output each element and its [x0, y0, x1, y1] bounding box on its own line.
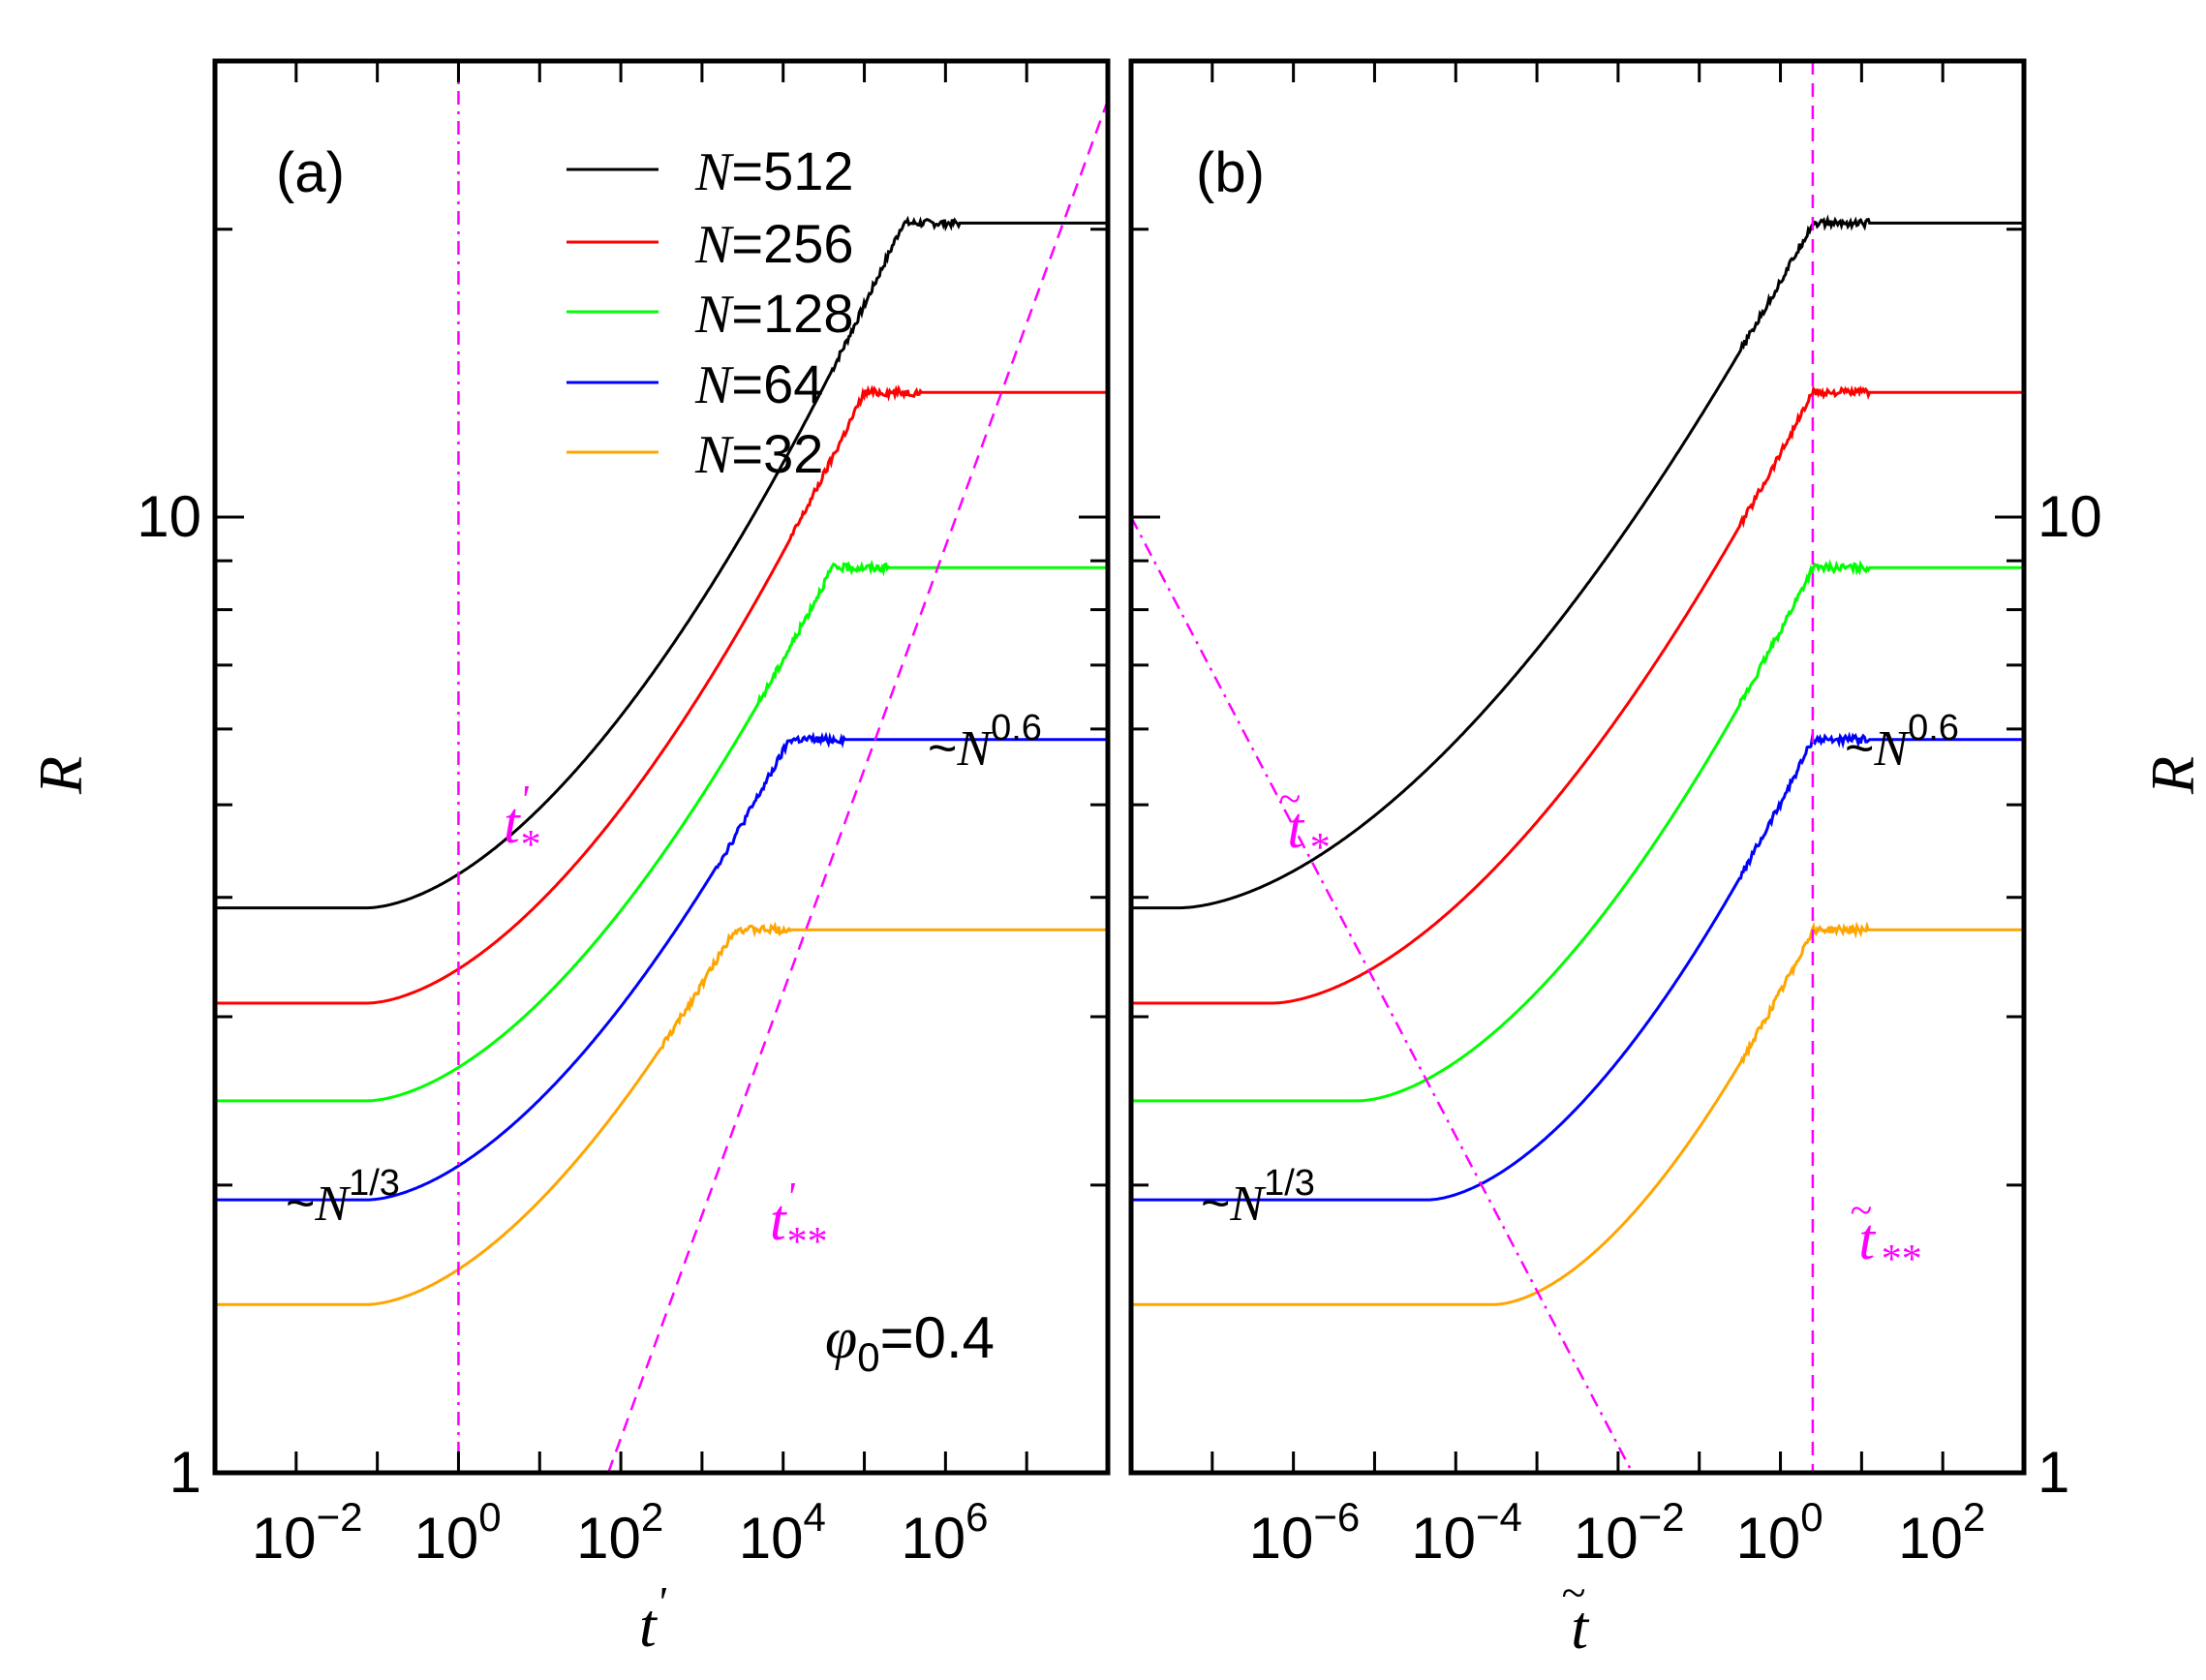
series-n-64-panel-b	[1131, 731, 2024, 1202]
x-tick-label: 102	[1898, 1494, 1985, 1571]
panel-b: 10−6 10−4 10−2 100 102 1 10 (b) t~* t~** ~N1/3…	[1128, 58, 2206, 1662]
x-tick-label: 10−4	[1411, 1494, 1522, 1571]
x-tick-label: 10−6	[1249, 1494, 1361, 1571]
panel-a-ticks: 10−2 100 102 104 106 1 10	[137, 61, 1108, 1571]
legend-entry-32: N=32	[567, 423, 823, 485]
legend-entry-64: N=64	[567, 353, 823, 415]
annotation-n-onethird-b: ~N1/3	[1201, 1163, 1315, 1232]
legend: N=512 N=256 N=128 N=64 N=32	[567, 140, 854, 485]
legend-label-64: N=64	[694, 353, 823, 415]
legend-label-256: N=256	[694, 213, 854, 275]
x-tick-label: 102	[576, 1494, 663, 1571]
y-tick-label: 1	[2037, 1440, 2069, 1505]
series-n-512-panel-a	[215, 215, 1108, 910]
panel-b-frame	[1128, 58, 2027, 1476]
panel-a-frame	[212, 58, 1111, 1476]
x-tick-label: 100	[1736, 1494, 1823, 1571]
series-n-32-panel-b	[1131, 921, 2024, 1306]
legend-entry-128: N=128	[567, 283, 854, 345]
x-tick-label: 100	[414, 1494, 501, 1571]
y-tick-label: 1	[169, 1440, 201, 1505]
reference-line-tstarstar-panel-a	[606, 96, 1108, 1473]
x-tick-label: 10−2	[1574, 1494, 1685, 1571]
series-n-64-panel-a	[215, 731, 1108, 1202]
annotation-n-point6-b: ~N0.6	[1845, 708, 1959, 777]
panel-a: 10−2 100 102 104 106 1 10 (a) N=512 N=256 N=12…	[26, 58, 1111, 1660]
legend-label-128: N=128	[694, 283, 854, 345]
legend-label-512: N=512	[694, 140, 854, 202]
series-n-256-panel-b	[1131, 384, 2024, 1005]
panel-a-reference-lines	[457, 61, 1108, 1473]
annotation-t-star-a: t' *	[504, 779, 539, 868]
panel-a-xlabel: t'	[639, 1577, 667, 1660]
annotation-t-starstar-b: t~**	[1850, 1189, 1920, 1282]
annotation-n-point6-a: ~N0.6	[928, 708, 1042, 777]
annotation-phi: φ0=0.4	[825, 1305, 995, 1380]
panel-b-curves	[1131, 214, 2024, 1306]
panel-b-reference-lines	[1131, 61, 1815, 1473]
series-n-512-panel-b	[1131, 214, 2024, 910]
reference-line-tstar-panel-b	[1131, 516, 1634, 1473]
legend-entry-512: N=512	[567, 140, 854, 202]
series-n-128-panel-b	[1131, 559, 2024, 1103]
annotation-t-star-b: t~*	[1278, 778, 1329, 871]
panel-a-label: (a)	[276, 141, 345, 204]
series-n-256-panel-a	[215, 383, 1108, 1005]
legend-label-32: N=32	[694, 423, 823, 485]
series-n-32-panel-a	[215, 921, 1108, 1306]
x-tick-label: 106	[901, 1494, 988, 1571]
y-tick-label: 10	[137, 484, 201, 549]
y-tick-label: 10	[2037, 484, 2102, 549]
panel-a-ylabel: R	[26, 756, 95, 795]
x-tick-label: 104	[739, 1494, 826, 1571]
panel-b-label: (b)	[1196, 141, 1265, 204]
annotation-t-starstar-a: t' **	[770, 1176, 826, 1265]
x-tick-label: 10−2	[252, 1494, 363, 1571]
panel-b-xlabel: t~	[1561, 1568, 1590, 1662]
panel-b-ticks: 10−6 10−4 10−2 100 102 1 10	[1131, 61, 2102, 1571]
annotation-n-onethird-a: ~N1/3	[286, 1163, 400, 1232]
series-n-128-panel-a	[215, 559, 1108, 1103]
legend-entry-256: N=256	[567, 213, 854, 275]
panel-a-curves	[215, 215, 1108, 1306]
panel-b-ylabel: R	[2138, 756, 2206, 795]
